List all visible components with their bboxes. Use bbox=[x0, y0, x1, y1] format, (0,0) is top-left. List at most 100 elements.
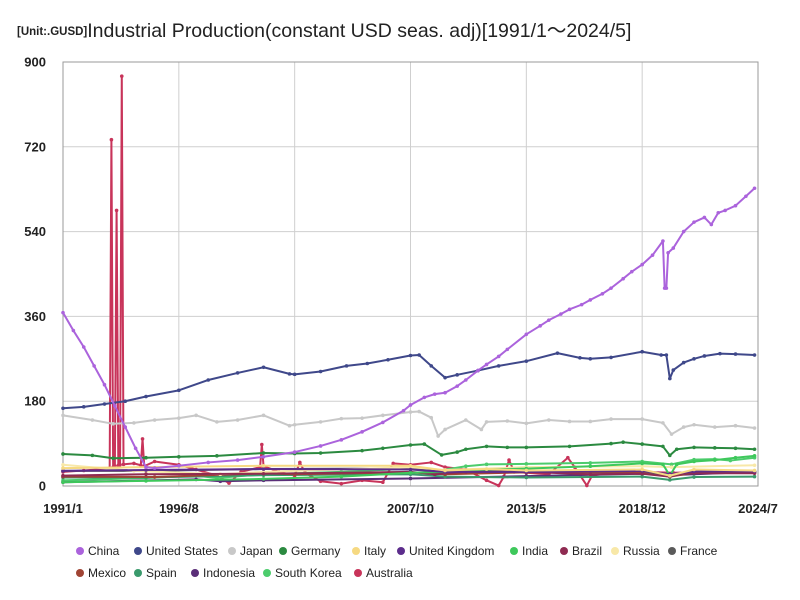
legend-item-indonesia[interactable]: Indonesia bbox=[191, 566, 255, 580]
point-china-38 bbox=[609, 286, 613, 290]
point-italy-9 bbox=[692, 467, 696, 472]
point-india-3 bbox=[339, 474, 344, 479]
legend-item-japan[interactable]: Japan bbox=[228, 544, 273, 558]
point-china-18 bbox=[381, 420, 385, 425]
series-line-japan bbox=[62, 410, 756, 438]
point-china-40 bbox=[629, 269, 634, 274]
point-china-28 bbox=[496, 354, 501, 359]
point-united-states-18 bbox=[443, 375, 447, 380]
legend-item-united-kingdom[interactable]: United Kingdom bbox=[397, 544, 494, 558]
point-japan-19 bbox=[436, 434, 440, 438]
point-united-states-11 bbox=[318, 369, 323, 374]
legend-label-china: China bbox=[88, 544, 120, 558]
point-germany-16 bbox=[484, 444, 489, 449]
point-japan-36 bbox=[733, 423, 738, 428]
point-australia-23 bbox=[260, 442, 264, 447]
legend-label-south-korea: South Korea bbox=[275, 566, 342, 580]
point-australia-47 bbox=[585, 483, 589, 488]
point-china-53 bbox=[723, 208, 727, 213]
point-china-29 bbox=[505, 347, 510, 352]
legend-label-germany: Germany bbox=[291, 544, 341, 558]
legend-marker-united-kingdom bbox=[397, 547, 405, 555]
point-australia-11 bbox=[121, 462, 126, 467]
point-china-8 bbox=[144, 465, 148, 469]
point-india-8 bbox=[588, 464, 593, 469]
point-italy-3 bbox=[408, 463, 413, 468]
point-united-states-8 bbox=[261, 365, 266, 370]
point-china-1 bbox=[71, 328, 76, 333]
legend-label-united-states: United States bbox=[146, 544, 219, 558]
legend-item-china[interactable]: China bbox=[76, 544, 119, 558]
plot-border bbox=[62, 61, 759, 487]
point-china-26 bbox=[476, 368, 480, 373]
point-germany-11 bbox=[408, 443, 413, 447]
point-spain-8 bbox=[692, 475, 696, 479]
point-japan-25 bbox=[524, 421, 529, 426]
point-japan-21 bbox=[464, 418, 468, 422]
point-brazil-1 bbox=[144, 472, 148, 477]
point-china-30 bbox=[524, 332, 529, 337]
point-australia-33 bbox=[391, 461, 396, 466]
legend-item-south-korea[interactable]: South Korea bbox=[263, 566, 342, 580]
point-china-13 bbox=[261, 454, 266, 459]
point-united-states-6 bbox=[206, 378, 211, 382]
legend-label-brazil: Brazil bbox=[572, 544, 603, 558]
point-united-states-26 bbox=[609, 355, 613, 360]
legend-marker-italy bbox=[352, 547, 360, 555]
legend-marker-united-states bbox=[134, 547, 142, 555]
legend-marker-india bbox=[510, 547, 518, 555]
point-germany-4 bbox=[177, 454, 181, 459]
point-japan-2 bbox=[111, 422, 115, 426]
legend-item-australia[interactable]: Australia bbox=[354, 566, 413, 580]
point-japan-9 bbox=[261, 413, 266, 418]
point-china-24 bbox=[455, 384, 459, 388]
series-line-spain bbox=[62, 473, 756, 481]
point-russia-9 bbox=[752, 463, 757, 468]
legend-item-mexico[interactable]: Mexico bbox=[76, 566, 126, 580]
legend-item-russia[interactable]: Russia bbox=[611, 544, 660, 558]
point-australia-13 bbox=[139, 463, 143, 468]
legend-item-france[interactable]: France bbox=[668, 544, 717, 558]
point-south-korea-8 bbox=[464, 464, 468, 469]
point-china-42 bbox=[650, 253, 655, 257]
point-japan-31 bbox=[661, 421, 665, 425]
series-japan bbox=[61, 409, 757, 438]
y-tick-label-720: 720 bbox=[24, 139, 46, 154]
point-china-34 bbox=[567, 307, 572, 312]
point-australia-4 bbox=[109, 137, 114, 142]
point-united-states-1 bbox=[81, 405, 86, 409]
point-brazil-8 bbox=[640, 471, 644, 476]
point-italy-5 bbox=[484, 467, 489, 471]
point-china-2 bbox=[81, 345, 86, 349]
legend-item-united-states[interactable]: United States bbox=[134, 544, 218, 558]
point-united-states-0 bbox=[61, 406, 65, 411]
point-china-10 bbox=[177, 463, 181, 468]
point-china-19 bbox=[401, 408, 406, 413]
legend-item-brazil[interactable]: Brazil bbox=[560, 544, 602, 558]
point-japan-14 bbox=[360, 416, 364, 420]
point-japan-22 bbox=[479, 427, 484, 432]
point-china-47 bbox=[671, 246, 676, 250]
legend-label-mexico: Mexico bbox=[88, 566, 127, 580]
point-china-25 bbox=[464, 378, 468, 382]
point-australia-39 bbox=[496, 483, 501, 488]
point-germany-12 bbox=[422, 442, 427, 446]
legend-item-spain[interactable]: Spain bbox=[134, 566, 177, 580]
point-china-54 bbox=[733, 203, 738, 208]
point-china-9 bbox=[152, 466, 157, 470]
point-united-kingdom-2 bbox=[261, 467, 266, 471]
point-south-korea-10 bbox=[524, 462, 529, 466]
legend-item-italy[interactable]: Italy bbox=[352, 544, 386, 558]
point-china-52 bbox=[716, 210, 721, 215]
legend-item-india[interactable]: India bbox=[510, 544, 548, 558]
legend-item-germany[interactable]: Germany bbox=[279, 544, 340, 558]
point-australia-38 bbox=[484, 478, 489, 483]
point-china-27 bbox=[484, 362, 489, 367]
point-united-states-23 bbox=[555, 351, 560, 355]
point-germany-6 bbox=[261, 451, 266, 455]
point-china-51 bbox=[709, 222, 714, 227]
x-tick-label-1996-8: 1996/8 bbox=[159, 501, 199, 516]
point-germany-5 bbox=[215, 454, 219, 458]
point-japan-37 bbox=[752, 426, 757, 430]
point-japan-4 bbox=[152, 418, 157, 422]
